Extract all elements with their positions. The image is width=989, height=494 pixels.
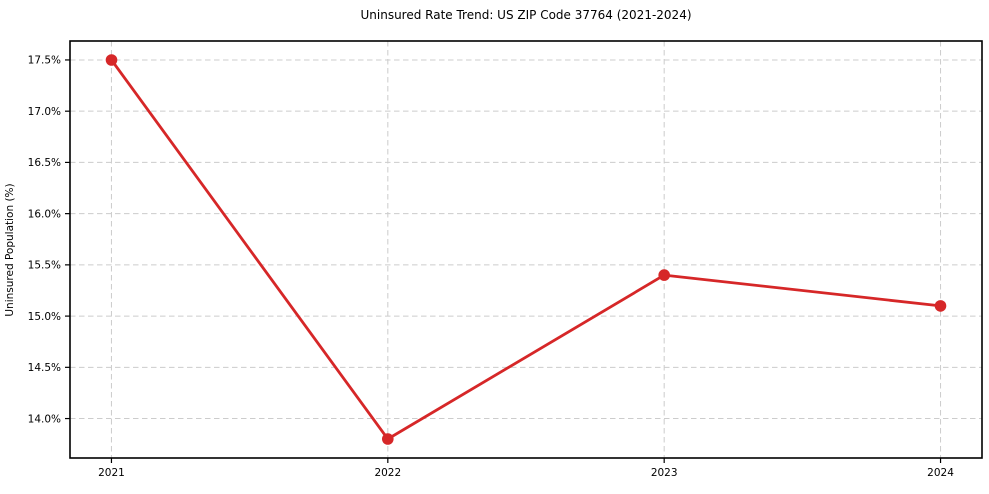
data-point-marker xyxy=(658,269,670,281)
y-tick-label: 17.5% xyxy=(28,55,61,67)
data-point-marker xyxy=(105,54,118,66)
y-tick-label: 15.0% xyxy=(28,311,61,323)
axes-layer: 14.0% 14.5% 15.0% 15.5% 16.0% 16.5% 17.0% 17.5%… xyxy=(28,40,983,479)
x-tick-label: 2021 xyxy=(98,467,125,479)
chart-title: Uninsured Rate Trend: US ZIP Code 37764 … xyxy=(360,8,691,22)
data-series-layer xyxy=(105,54,947,445)
grid-layer xyxy=(70,41,982,458)
x-tick-label: 2024 xyxy=(927,467,954,479)
y-axis-label: Uninsured Population (%) xyxy=(4,183,16,316)
y-tick-label: 14.0% xyxy=(28,413,61,425)
x-tick-label: 2023 xyxy=(651,467,678,479)
y-tick-label: 17.0% xyxy=(28,106,61,118)
data-point-marker xyxy=(382,433,394,445)
data-point-marker xyxy=(934,300,947,312)
y-tick-label: 16.5% xyxy=(28,157,61,169)
y-tick-label: 16.0% xyxy=(28,208,61,220)
x-tick-label: 2022 xyxy=(374,467,401,479)
trend-line xyxy=(110,58,942,441)
y-tick-label: 15.5% xyxy=(28,260,61,272)
plot-border xyxy=(69,40,983,459)
y-tick-label: 14.5% xyxy=(28,362,61,374)
